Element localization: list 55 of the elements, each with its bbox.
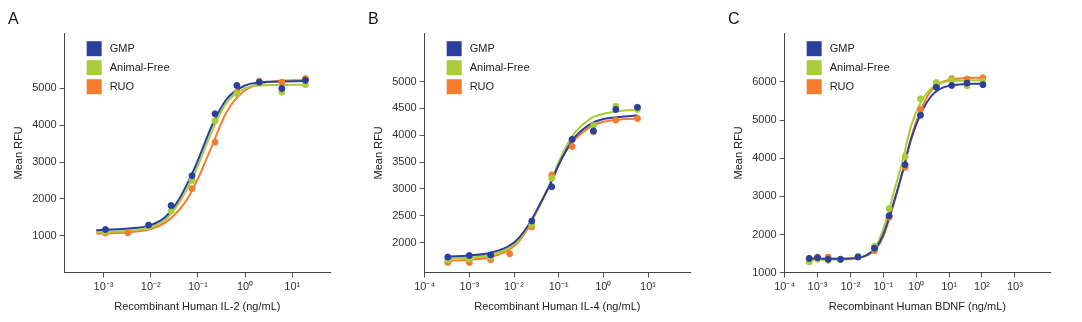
- x-axis-title: Recombinant Human IL-2 (ng/mL): [114, 300, 281, 313]
- legend-label: RUO: [829, 80, 855, 93]
- x-tick-label: 10⁰: [908, 280, 925, 293]
- y-tick-label: 2500: [392, 208, 417, 221]
- legend-label: GMP: [109, 42, 135, 55]
- legend-label: Animal-Free: [109, 61, 170, 74]
- y-tick-label: 2000: [32, 191, 57, 204]
- x-axis-title: Recombinant Human BDNF (ng/mL): [828, 300, 1006, 313]
- legend-label: GMP: [469, 42, 495, 55]
- x-tick-label: 10¹: [941, 280, 958, 293]
- legend-label: RUO: [469, 80, 495, 93]
- x-tick-label: 10⁻⁴: [414, 280, 436, 293]
- x-tick-label: 10⁻²: [840, 280, 861, 293]
- x-tick-label: 10¹: [284, 280, 301, 293]
- y-tick-label: 2000: [752, 227, 777, 240]
- x-tick-label: 10⁻²: [504, 280, 525, 293]
- y-tick-label: 4000: [752, 151, 777, 164]
- chart-title: A: [8, 10, 19, 28]
- y-tick-label: 2000: [392, 235, 417, 248]
- x-tick-label: 10³: [1006, 280, 1024, 293]
- y-axis-title: Mean RFU: [11, 126, 24, 180]
- x-tick-label: 10⁻³: [459, 280, 480, 293]
- y-tick-label: 4500: [392, 101, 417, 114]
- x-tick-label: 10⁻⁴: [774, 280, 796, 293]
- x-tick-label: 10¹: [640, 280, 657, 293]
- legend-label: RUO: [109, 80, 135, 93]
- chart-title: B: [368, 10, 379, 28]
- y-tick-label: 3000: [32, 155, 57, 168]
- y-tick-label: 1000: [32, 228, 57, 241]
- y-tick-label: 5000: [32, 81, 57, 94]
- x-tick-label: 10⁻³: [93, 280, 114, 293]
- legend-label: GMP: [829, 42, 855, 55]
- y-tick-label: 1000: [752, 265, 777, 278]
- y-tick-label: 3500: [392, 155, 417, 168]
- y-tick-label: 6000: [752, 75, 777, 88]
- legend-label: Animal-Free: [829, 61, 890, 74]
- y-tick-label: 4000: [32, 118, 57, 131]
- legend-label: Animal-Free: [469, 61, 530, 74]
- x-tick-label: 10⁻¹: [187, 280, 209, 293]
- y-tick-label: 5000: [752, 113, 777, 126]
- chart-title: C: [728, 10, 740, 28]
- y-axis-title: Mean RFU: [371, 126, 384, 180]
- y-tick-label: 3000: [392, 181, 417, 194]
- y-tick-label: 3000: [752, 189, 777, 202]
- y-tick-label: 5000: [392, 74, 417, 87]
- x-axis-title: Recombinant Human IL-4 (ng/mL): [474, 300, 641, 313]
- x-tick-label: 10⁻¹: [548, 280, 569, 293]
- x-tick-label: 10⁰: [595, 280, 612, 293]
- x-tick-label: 10²: [974, 280, 991, 293]
- x-tick-label: 10⁻³: [807, 280, 828, 293]
- x-tick-label: 10⁻²: [140, 280, 162, 293]
- x-tick-label: 10⁰: [236, 280, 254, 293]
- y-axis-title: Mean RFU: [731, 126, 744, 180]
- x-tick-label: 10⁻¹: [873, 280, 894, 293]
- y-tick-label: 4000: [392, 128, 417, 141]
